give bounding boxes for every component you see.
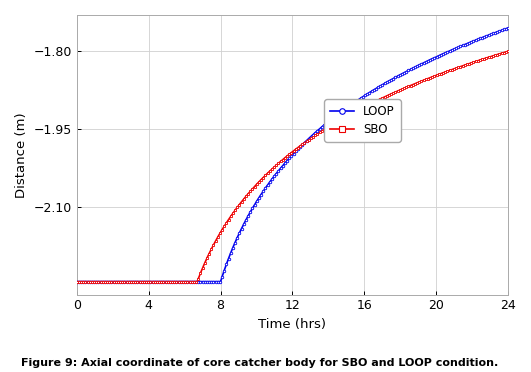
X-axis label: Time (hrs): Time (hrs)	[259, 318, 327, 331]
Y-axis label: Distance (m): Distance (m)	[15, 112, 28, 198]
Legend: LOOP, SBO: LOOP, SBO	[324, 99, 401, 142]
Text: Figure 9: Axial coordinate of core catcher body for SBO and LOOP condition.: Figure 9: Axial coordinate of core catch…	[21, 358, 499, 368]
